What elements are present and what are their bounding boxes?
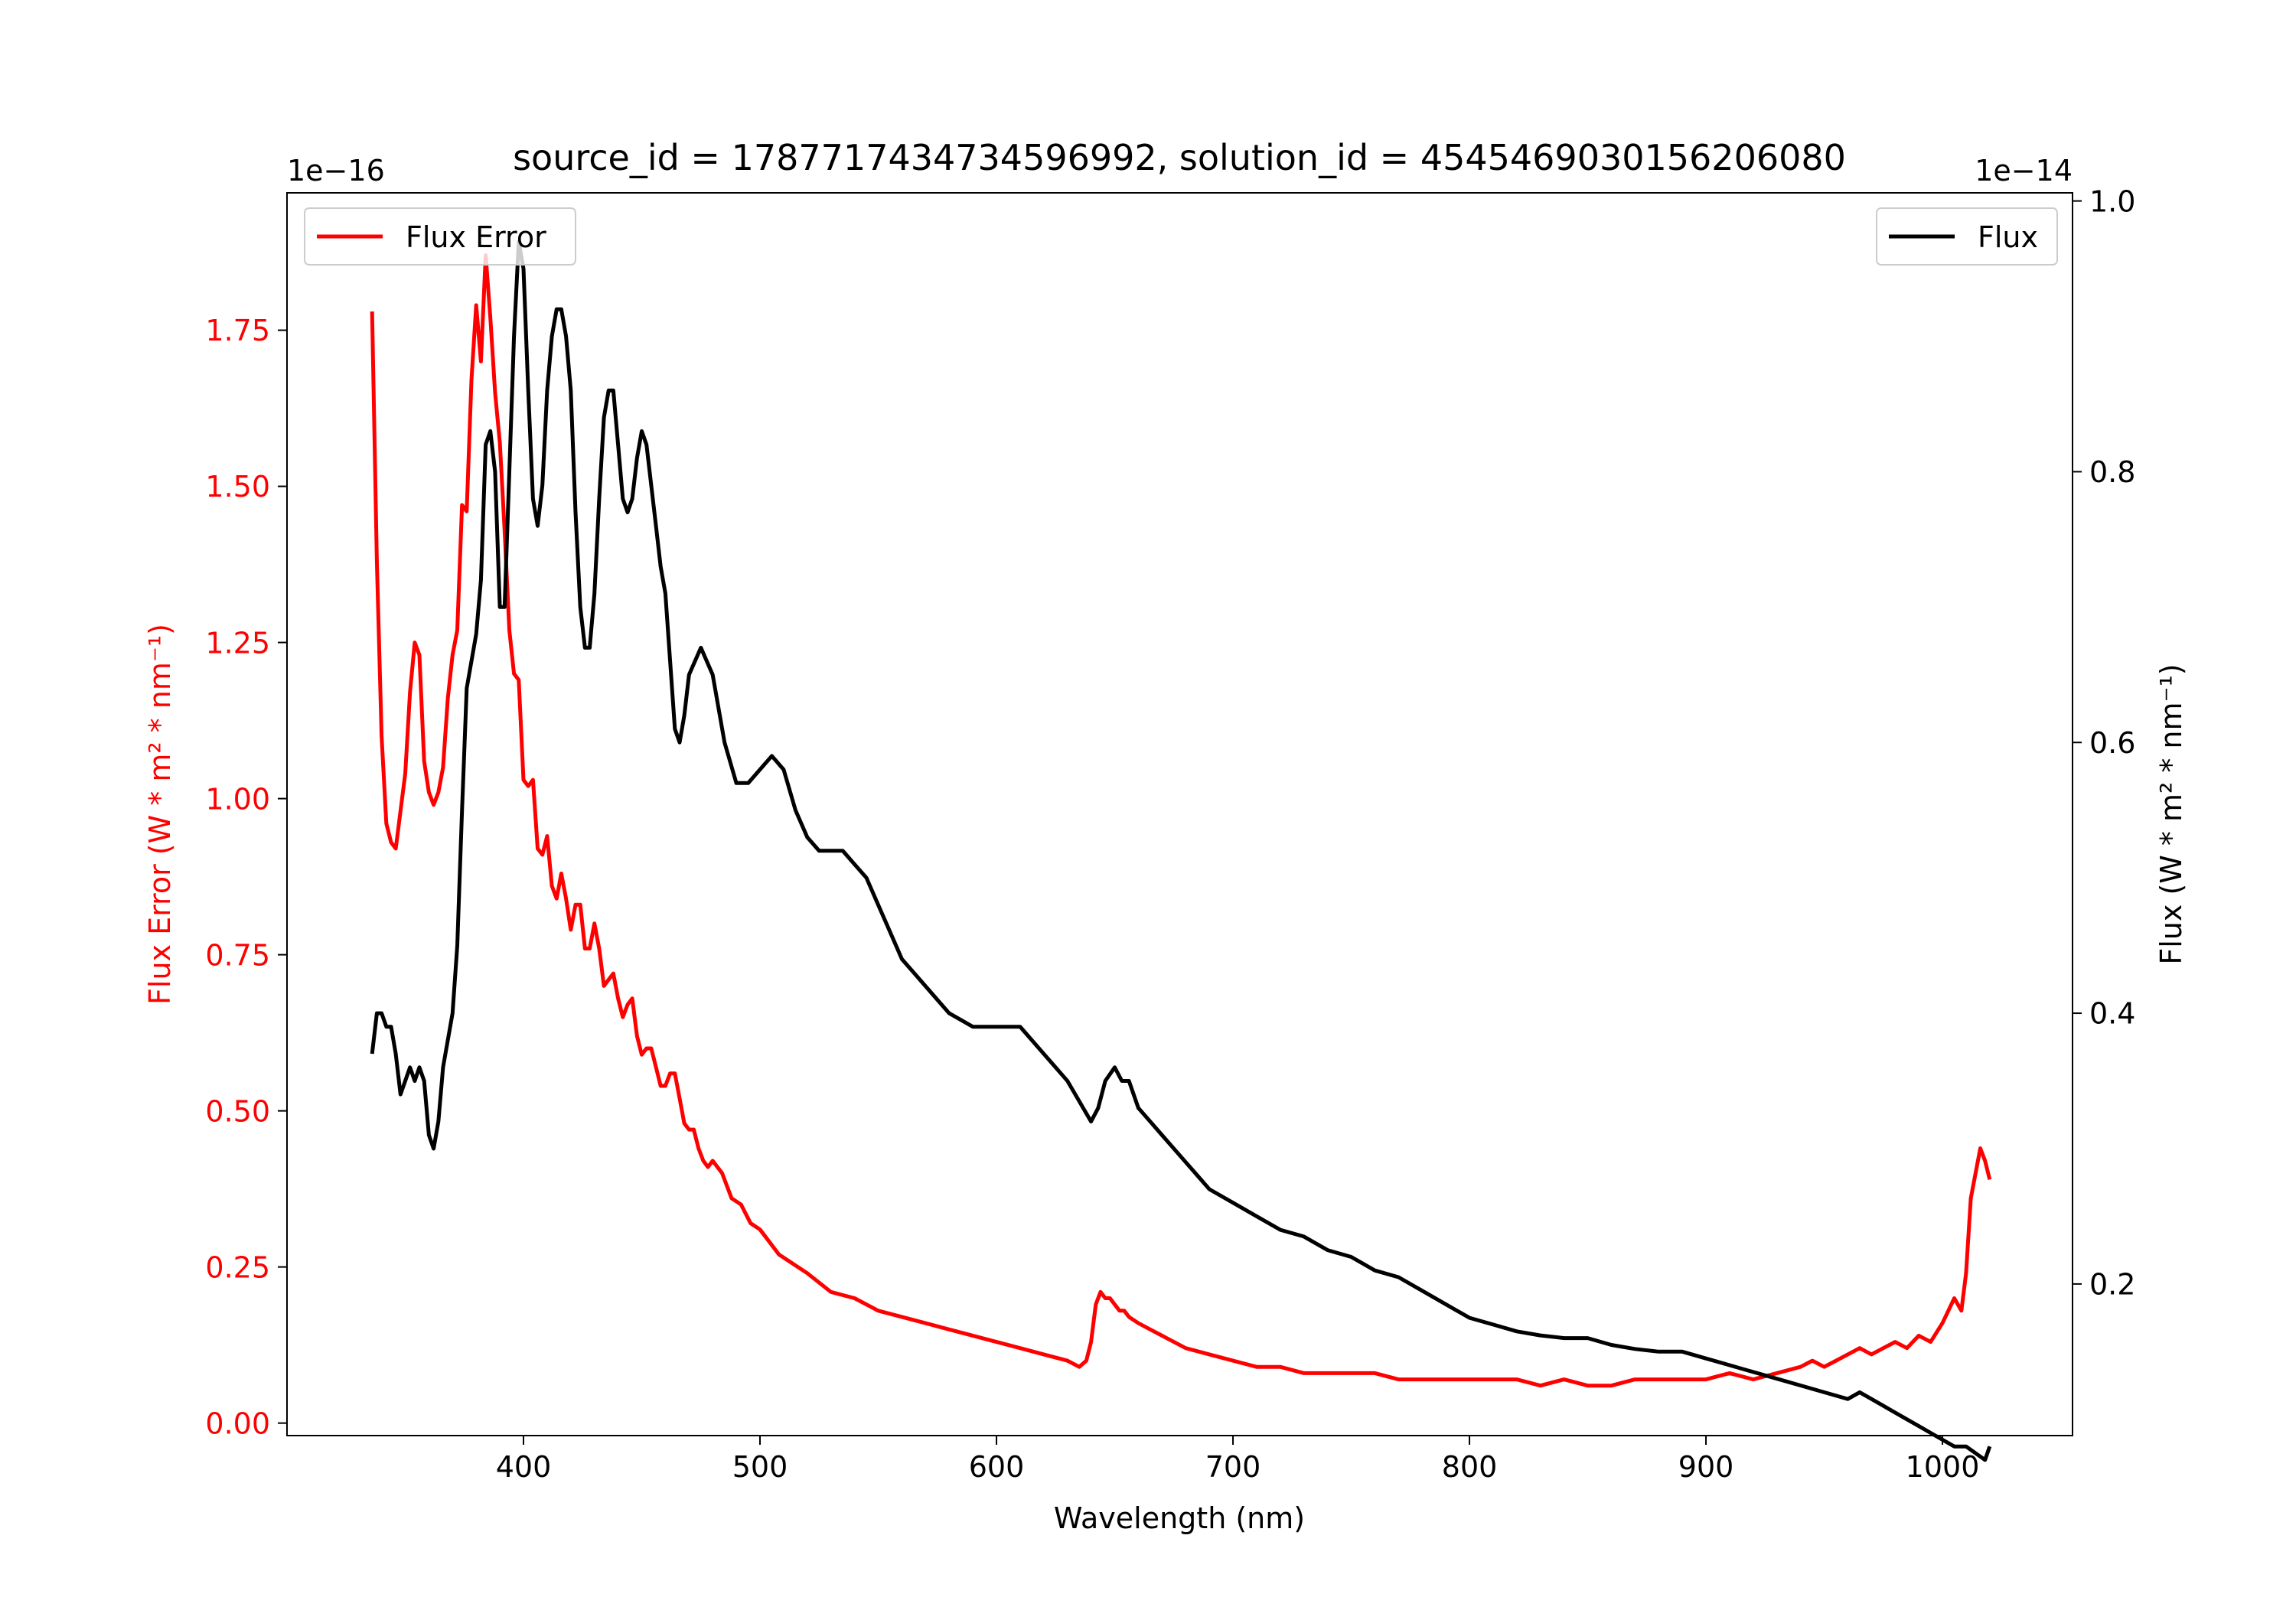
left-y-tick-label: 0.00: [205, 1407, 270, 1440]
right-axis-offset-label: 1e−14: [1975, 154, 2073, 187]
x-tick-label: 900: [1678, 1450, 1734, 1484]
x-axis: 400 500 600 700 800 900 1000: [496, 1436, 1980, 1484]
right-y-axis: 0.2 0.4 0.6 0.8 1.0: [2073, 184, 2135, 1302]
left-y-tick-label: 1.75: [205, 314, 270, 347]
flux-legend-box: [1876, 207, 2058, 266]
left-y-tick-label: 1.25: [205, 626, 270, 660]
chart-title: source_id = 1787717434734596992, solutio…: [513, 137, 1846, 178]
x-axis-label: Wavelength (nm): [1054, 1501, 1305, 1535]
series-layer: [370, 240, 1992, 1462]
x-tick-label: 800: [1442, 1450, 1498, 1484]
x-tick-label: 700: [1205, 1450, 1261, 1484]
left-y-axis-label: Flux Error (W * m² * nm⁻¹): [143, 624, 177, 1005]
x-tick-label: 600: [969, 1450, 1025, 1484]
left-y-tick-label: 0.50: [205, 1094, 270, 1128]
flux-legend: Flux: [1876, 207, 2058, 266]
right-y-tick-label: 0.2: [2089, 1268, 2135, 1302]
x-tick-label: 500: [732, 1450, 788, 1484]
right-y-tick-label: 0.4: [2089, 997, 2135, 1031]
flux-error-legend: Flux Error: [304, 207, 576, 266]
left-y-axis: 0.00 0.25 0.50 0.75 1.00 1.25 1.50 1.75: [205, 314, 287, 1440]
right-y-tick-label: 1.0: [2089, 184, 2135, 218]
series-line-flux: [370, 240, 1992, 1462]
x-tick-label: 1000: [1906, 1450, 1980, 1484]
left-y-tick-label: 0.25: [205, 1250, 270, 1284]
left-y-tick-label: 1.50: [205, 470, 270, 504]
right-y-tick-label: 0.6: [2089, 726, 2135, 760]
x-tick-label: 400: [496, 1450, 552, 1484]
right-y-tick-label: 0.8: [2089, 455, 2135, 489]
series-line-flux-error: [370, 253, 1992, 1388]
right-y-axis-label: Flux (W * m² * nm⁻¹): [2154, 663, 2188, 964]
left-y-tick-label: 0.75: [205, 938, 270, 972]
left-axis-offset-label: 1e−16: [287, 154, 385, 187]
flux-error-legend-box: [304, 207, 576, 266]
plot-frame: [286, 192, 2073, 1436]
flux-legend-label: Flux: [1978, 220, 2038, 254]
flux-error-legend-label: Flux Error: [406, 220, 546, 254]
left-y-tick-label: 1.00: [205, 782, 270, 816]
